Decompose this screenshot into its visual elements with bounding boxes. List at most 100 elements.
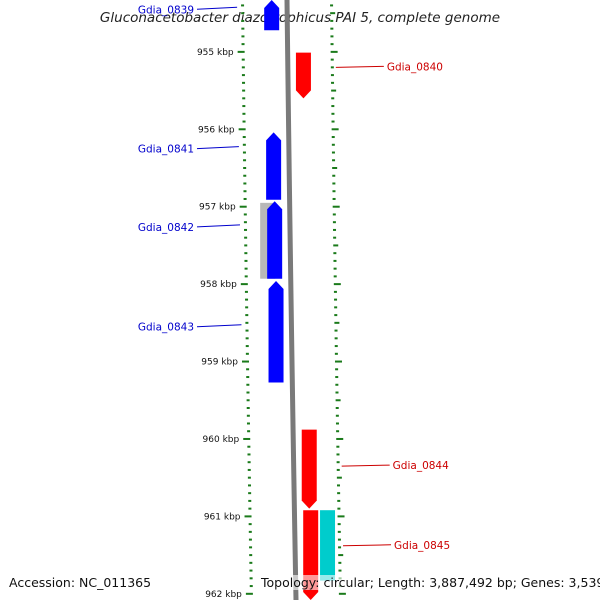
minor-tick xyxy=(242,89,246,92)
minor-tick xyxy=(242,151,246,154)
accession-text: Accession: NC_011365 xyxy=(9,575,152,590)
minor-tick xyxy=(242,97,246,100)
major-tick xyxy=(237,50,245,53)
minor-tick xyxy=(330,66,334,69)
minor-tick xyxy=(242,136,246,139)
minor-tick xyxy=(336,468,340,471)
minor-tick xyxy=(331,151,335,154)
minor-tick xyxy=(246,383,250,386)
minor-tick xyxy=(243,190,247,193)
major-tick xyxy=(243,437,251,440)
minor-tick xyxy=(247,430,251,433)
minor-tick xyxy=(335,383,339,386)
minor-tick xyxy=(336,445,340,448)
gene-arrow-gdia-0844[interactable] xyxy=(301,429,317,509)
minor-tick xyxy=(241,74,245,77)
minor-tick xyxy=(333,290,337,293)
minor-tick xyxy=(334,352,338,355)
major-tick xyxy=(331,128,339,131)
minor-tick xyxy=(243,213,247,216)
gene-arrow-gdia-0839[interactable] xyxy=(264,0,280,31)
minor-tick xyxy=(244,267,248,270)
axis-tick-labels: 955 kbp 956 kbp 957 kbp 958 kbp 959 kbp 960 k… xyxy=(197,48,242,600)
minor-tick xyxy=(243,167,247,169)
minor-tick xyxy=(331,143,335,146)
minor-tick xyxy=(246,368,250,371)
minor-tick xyxy=(331,120,335,123)
minor-tick xyxy=(244,290,248,293)
minor-tick xyxy=(242,120,246,123)
minor-tick xyxy=(249,561,253,564)
minor-tick xyxy=(331,81,335,84)
minor-tick xyxy=(243,197,247,200)
minor-tick xyxy=(247,476,251,479)
major-tick xyxy=(244,515,252,518)
gene-arrow-gdia-0840[interactable] xyxy=(295,52,311,99)
major-tick xyxy=(245,592,253,595)
minor-tick xyxy=(243,221,247,224)
minor-tick xyxy=(332,197,336,200)
gene-arrow-gdia-0842[interactable] xyxy=(267,201,283,279)
minor-tick xyxy=(249,577,253,580)
minor-tick xyxy=(246,399,250,402)
minor-tick xyxy=(246,376,250,379)
minor-tick xyxy=(247,468,251,471)
minor-tick xyxy=(331,112,335,115)
minor-tick xyxy=(249,546,253,549)
gene-label[interactable]: Gdia_0844 xyxy=(393,460,449,472)
major-tick xyxy=(238,128,246,131)
gene-arrow-gdia-0843[interactable] xyxy=(268,281,284,383)
gene-track xyxy=(264,0,319,600)
label-leader-line xyxy=(196,324,242,328)
minor-tick xyxy=(249,585,253,588)
minor-tick xyxy=(338,554,344,557)
cyan-feature[interactable] xyxy=(320,510,336,581)
minor-tick xyxy=(244,228,248,231)
minor-tick xyxy=(243,159,247,162)
gene-label[interactable]: Gdia_0845 xyxy=(394,540,450,552)
gene-label[interactable]: Gdia_0841 xyxy=(138,144,194,156)
minor-tick xyxy=(246,391,250,394)
gene-label[interactable]: Gdia_0840 xyxy=(387,61,443,73)
label-leader-line xyxy=(343,544,392,547)
major-tick xyxy=(332,205,340,208)
minor-tick xyxy=(336,476,342,479)
inner-tick-ring xyxy=(237,4,253,595)
tick-label: 961 kbp xyxy=(204,512,241,522)
minor-tick xyxy=(336,430,340,433)
topology-text: Topology: circular; Length: 3,887,492 bp… xyxy=(261,575,600,590)
major-tick xyxy=(240,283,248,286)
minor-tick xyxy=(337,492,341,495)
minor-tick xyxy=(241,35,245,38)
gene-arrow-gdia-0841[interactable] xyxy=(266,132,282,200)
minor-tick xyxy=(335,376,339,379)
minor-tick xyxy=(246,407,250,409)
minor-tick xyxy=(241,66,245,69)
minor-tick xyxy=(333,275,337,278)
minor-tick xyxy=(249,554,253,557)
gene-label[interactable]: Gdia_0843 xyxy=(138,322,194,334)
minor-tick xyxy=(330,74,334,77)
label-leader-line xyxy=(196,224,241,228)
minor-tick xyxy=(245,329,249,332)
minor-tick xyxy=(332,213,336,216)
minor-tick xyxy=(332,159,336,162)
minor-tick xyxy=(334,314,338,317)
minor-tick xyxy=(334,345,338,348)
minor-tick xyxy=(334,321,340,324)
minor-tick xyxy=(248,530,252,533)
label-leader-line xyxy=(196,146,239,150)
minor-tick xyxy=(337,530,341,533)
minor-tick xyxy=(247,461,251,464)
minor-tick xyxy=(242,143,246,146)
minor-tick xyxy=(337,499,341,502)
major-tick xyxy=(333,283,341,286)
minor-tick xyxy=(333,259,337,262)
genome-backbone-arc xyxy=(284,0,299,600)
minor-tick xyxy=(334,306,338,309)
label-leader-line xyxy=(335,65,384,68)
label-leader-line xyxy=(341,464,390,467)
gene-label[interactable]: Gdia_0842 xyxy=(138,222,194,234)
gene-label[interactable]: Gdia_0839 xyxy=(138,4,194,16)
